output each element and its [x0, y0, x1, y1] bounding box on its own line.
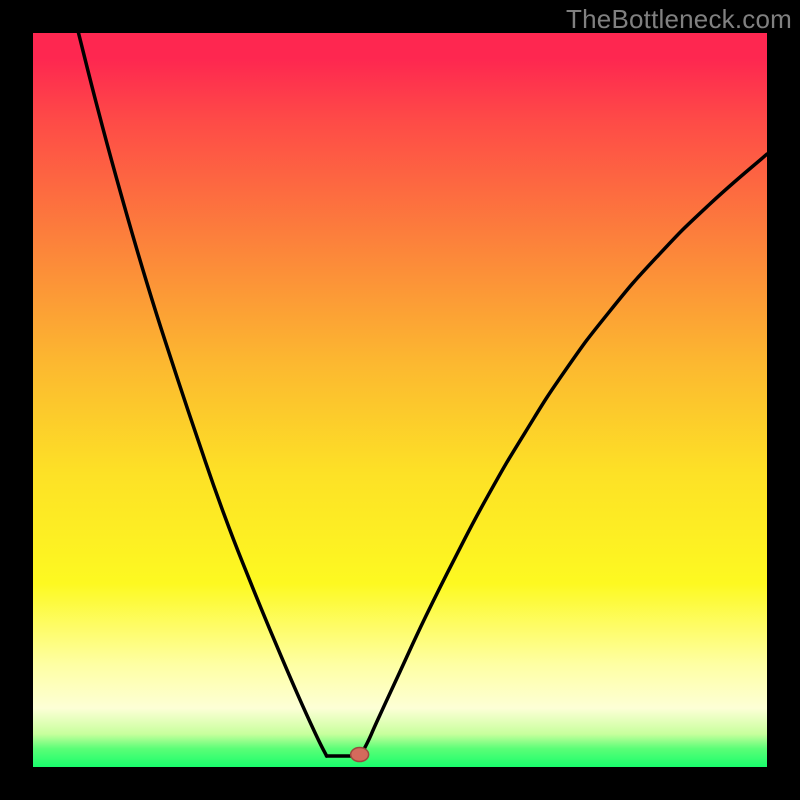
watermark-text: TheBottleneck.com — [566, 4, 792, 35]
optimal-point-marker — [351, 748, 369, 762]
bottleneck-chart — [0, 0, 800, 800]
plot-area — [33, 33, 767, 767]
chart-container: TheBottleneck.com — [0, 0, 800, 800]
